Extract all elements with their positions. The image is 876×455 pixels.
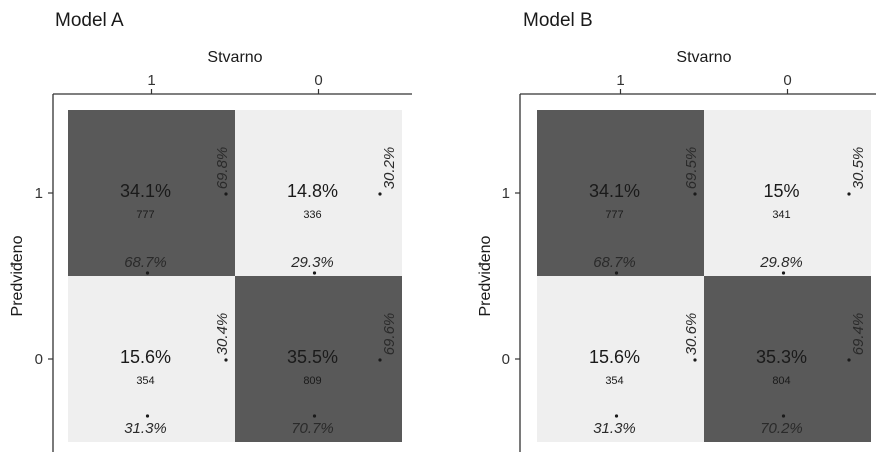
cell-col-share: 68.7% xyxy=(593,254,636,271)
cell-count: 354 xyxy=(605,375,623,387)
matrix-cell: 14.8% 336 29.3% 30.2% xyxy=(235,110,402,276)
cell-count: 804 xyxy=(772,375,790,387)
cell-row-share: 30.5% xyxy=(850,147,867,190)
cell-tile xyxy=(537,110,704,276)
col-share-marker xyxy=(781,414,786,418)
cell-percent: 15% xyxy=(763,181,799,201)
matrix-cell: 15.6% 354 31.3% 30.6% xyxy=(537,276,704,442)
row-share-marker xyxy=(378,192,382,196)
row-share-marker xyxy=(693,358,697,362)
chart-title: Model A xyxy=(55,10,124,31)
cell-col-share: 29.8% xyxy=(759,254,803,271)
cell-count: 341 xyxy=(772,209,790,221)
row-share-marker xyxy=(693,192,697,196)
cell-row-share: 30.6% xyxy=(683,313,700,356)
x-tick-label: 0 xyxy=(783,72,791,89)
matrix-cell: 34.1% 777 68.7% 69.8% xyxy=(68,110,235,276)
cell-percent: 34.1% xyxy=(120,181,171,201)
cell-tile xyxy=(235,276,402,442)
cell-percent: 14.8% xyxy=(287,181,338,201)
x-axis-title: Stvarno xyxy=(207,49,262,66)
chart-title: Model B xyxy=(523,10,593,31)
y-axis-title: Predviđeno xyxy=(9,235,26,316)
col-share-marker xyxy=(312,414,317,418)
cell-row-share: 30.2% xyxy=(381,147,398,190)
y-tick-label: 1 xyxy=(502,185,510,202)
cell-row-share: 69.6% xyxy=(381,313,398,356)
cell-row-share: 69.5% xyxy=(683,147,700,190)
row-share-marker xyxy=(224,192,228,196)
y-tick-label: 0 xyxy=(502,351,510,368)
cell-col-share: 70.2% xyxy=(760,420,803,437)
cell-percent: 35.5% xyxy=(287,347,338,367)
matrix-cell: 34.1% 777 68.7% 69.5% xyxy=(537,110,704,276)
x-tick-label: 1 xyxy=(616,72,624,89)
cell-count: 336 xyxy=(303,209,321,221)
col-share-marker xyxy=(145,271,150,275)
cell-row-share: 30.4% xyxy=(214,313,231,356)
cell-count: 809 xyxy=(303,375,321,387)
row-share-marker xyxy=(847,358,851,362)
cell-tile xyxy=(68,110,235,276)
cell-tile xyxy=(704,276,871,442)
cell-percent: 15.6% xyxy=(589,347,640,367)
y-tick-label: 0 xyxy=(35,351,43,368)
cell-col-share: 31.3% xyxy=(124,420,167,437)
cell-tile xyxy=(537,276,704,442)
cell-count: 777 xyxy=(605,209,623,221)
cell-tile xyxy=(704,110,871,276)
cell-count: 354 xyxy=(136,375,154,387)
confusion-matrix-model-b: Model B Stvarno 1 0 1 0 Predviđeno 34.1% 777 68.7… xyxy=(477,10,876,452)
col-share-marker xyxy=(781,271,786,275)
col-share-marker xyxy=(145,414,150,418)
col-share-marker xyxy=(614,271,619,275)
row-share-marker xyxy=(224,358,228,362)
cell-row-share: 69.8% xyxy=(214,147,231,190)
y-axis-title: Predviđeno xyxy=(477,235,494,316)
matrix-cell: 35.5% 809 70.7% 69.6% xyxy=(235,276,402,442)
cell-percent: 34.1% xyxy=(589,181,640,201)
cell-col-share: 70.7% xyxy=(291,420,334,437)
row-share-marker xyxy=(378,358,382,362)
cell-col-share: 29.3% xyxy=(290,254,334,271)
x-axis-title: Stvarno xyxy=(676,49,731,66)
y-tick-label: 1 xyxy=(35,185,43,202)
matrix-cell: 35.3% 804 70.2% 69.4% xyxy=(704,276,871,442)
col-share-marker xyxy=(614,414,619,418)
x-tick-label: 1 xyxy=(147,72,155,89)
matrix-cell: 15% 341 29.8% 30.5% xyxy=(704,110,871,276)
cell-tile xyxy=(68,276,235,442)
matrix-cell: 15.6% 354 31.3% 30.4% xyxy=(68,276,235,442)
cell-tile xyxy=(235,110,402,276)
cell-row-share: 69.4% xyxy=(850,313,867,356)
confusion-matrix-model-a: Model A Stvarno 1 0 1 0 Predviđeno 34.1% 777 68.7… xyxy=(9,10,412,452)
cell-col-share: 31.3% xyxy=(593,420,636,437)
x-tick-label: 0 xyxy=(314,72,322,89)
row-share-marker xyxy=(847,192,851,196)
cell-col-share: 68.7% xyxy=(124,254,167,271)
cell-percent: 35.3% xyxy=(756,347,807,367)
cell-count: 777 xyxy=(136,209,154,221)
col-share-marker xyxy=(312,271,317,275)
cell-percent: 15.6% xyxy=(120,347,171,367)
